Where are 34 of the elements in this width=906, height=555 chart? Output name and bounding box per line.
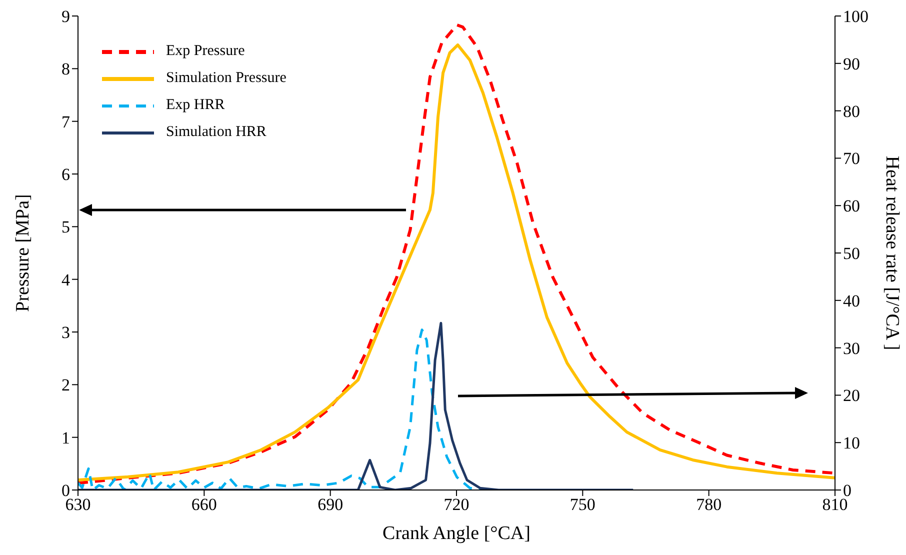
x-tick-label: 660	[191, 495, 217, 514]
legend-label: Simulation Pressure	[166, 70, 286, 87]
y2-tick-label: 40	[843, 291, 860, 310]
legend-label: Exp Pressure	[166, 43, 245, 60]
line-series	[78, 322, 634, 490]
legend-label: Simulation HRR	[166, 124, 266, 141]
y-axis-title: Pressure [MPa]	[12, 194, 34, 312]
x-tick-label: 720	[444, 495, 470, 514]
x-tick-label: 810	[822, 495, 848, 514]
y-tick-label: 4	[62, 270, 70, 290]
legend-label: Exp HRR	[166, 97, 225, 114]
y2-tick-label: 60	[843, 196, 860, 216]
y-tick-label: 1	[62, 428, 70, 448]
y-tick-label: 9	[62, 7, 70, 26]
y-tick-label: 2	[62, 376, 70, 395]
y2-tick-label: 90	[843, 54, 860, 74]
y-tick-label: 3	[62, 323, 70, 342]
y-tick-label: 7	[62, 112, 70, 132]
x-tick-label: 780	[696, 495, 722, 514]
y-tick-label: 8	[62, 60, 70, 79]
y2-tick-label: 50	[843, 244, 860, 264]
y-tick-label: 6	[62, 165, 70, 184]
y2-tick-label: 20	[843, 386, 860, 406]
y2-tick-label: 30	[843, 338, 860, 358]
x-tick-label: 690	[318, 495, 344, 514]
y2-tick-label: 100	[843, 7, 868, 26]
y2-tick-label: 70	[843, 149, 860, 168]
x-tick-label: 750	[570, 495, 596, 514]
y2-tick-label: 10	[843, 434, 860, 453]
x-tick-label: 630	[65, 495, 91, 514]
y2-axis-title: Heat release rate [J/°CA ]	[881, 156, 902, 350]
y-tick-label: 5	[62, 218, 70, 237]
x-axis-title: Crank Angle [°CA]	[382, 523, 530, 544]
y2-tick-label: 80	[843, 102, 860, 121]
